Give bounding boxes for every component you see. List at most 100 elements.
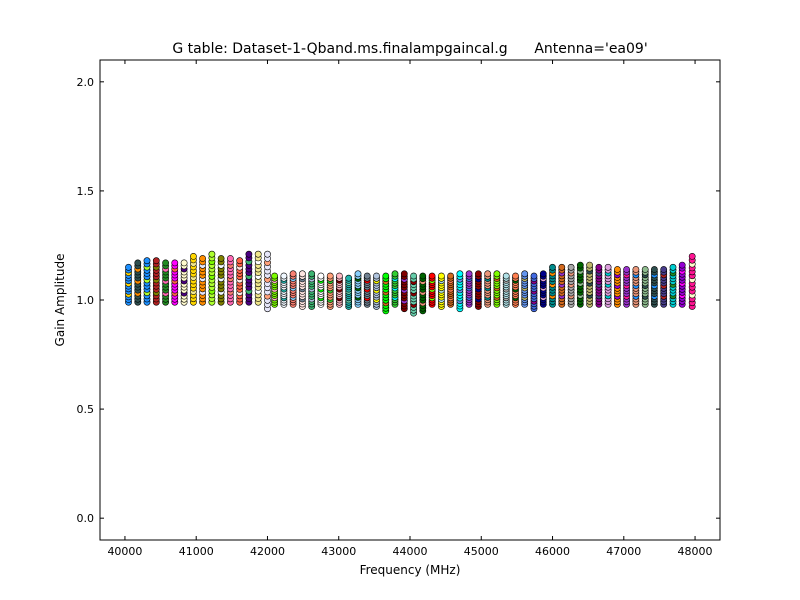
data-point: [354, 270, 362, 278]
plot-area: 40000 41000 42000 43000 44000 45000 46000 47000…: [77, 59, 721, 558]
data-point: [298, 270, 306, 278]
spw-column: [143, 257, 151, 306]
data-point: [447, 272, 454, 280]
spw-column: [271, 272, 278, 308]
spw-column: [254, 250, 262, 306]
spw-column: [298, 270, 306, 310]
spw-column: [493, 270, 501, 308]
data-point: [208, 250, 216, 258]
spw-column: [549, 263, 556, 308]
spw-column: [171, 259, 179, 306]
data-point: [465, 270, 473, 278]
data-point: [317, 272, 325, 280]
data-point: [586, 261, 593, 269]
spw-column: [236, 257, 244, 306]
spw-column: [474, 270, 482, 310]
spw-column: [567, 263, 575, 308]
x-tick-label: 43000: [321, 545, 356, 558]
data-point: [641, 266, 649, 273]
data-point: [335, 272, 343, 280]
spw-column: [512, 272, 519, 308]
spw-column: [521, 270, 529, 308]
spw-column: [456, 270, 464, 313]
data-point: [162, 259, 169, 267]
data-point: [428, 272, 436, 280]
spw-column: [419, 272, 427, 315]
data-point: [493, 270, 501, 278]
data-point: [382, 272, 390, 280]
data-point: [271, 272, 278, 280]
spw-column: [280, 272, 288, 308]
spw-column: [189, 252, 197, 306]
spw-column: [354, 270, 362, 308]
data-point: [576, 261, 584, 269]
spw-column: [391, 270, 399, 308]
data-point: [345, 274, 353, 282]
data-point: [604, 263, 612, 271]
data-point: [651, 266, 658, 273]
y-tick-label: 1.0: [77, 294, 95, 307]
spw-column: [641, 266, 649, 308]
y-tick-label: 0.5: [77, 403, 95, 416]
spw-column: [688, 252, 696, 310]
spw-column: [125, 263, 132, 306]
data-point: [289, 270, 297, 278]
spw-column: [400, 270, 408, 313]
spw-column: [373, 272, 380, 310]
x-tick-label: 44000: [393, 545, 428, 558]
data-point: [632, 266, 640, 273]
data-point: [558, 263, 566, 271]
spw-column: [199, 255, 206, 306]
spw-column: [660, 266, 668, 308]
data-point: [567, 263, 575, 271]
data-point: [669, 263, 677, 271]
data-point: [595, 263, 603, 271]
spw-column: [180, 259, 188, 306]
spw-column: [437, 272, 445, 310]
data-point: [280, 272, 288, 280]
spw-column: [289, 270, 297, 308]
x-tick-label: 40000: [107, 545, 142, 558]
data-point: [614, 266, 621, 273]
spw-column: [539, 270, 547, 308]
spw-column: [484, 270, 492, 308]
y-tick-label: 2.0: [77, 76, 95, 89]
spw-column: [502, 272, 510, 308]
x-tick-label: 41000: [179, 545, 214, 558]
spw-column: [308, 270, 316, 310]
spw-column: [558, 263, 566, 308]
x-tick-label: 48000: [678, 545, 713, 558]
spw-column: [226, 255, 234, 306]
data-point: [245, 250, 253, 258]
data-point: [373, 272, 380, 280]
data-point: [217, 255, 225, 262]
data-point: [326, 272, 334, 280]
data-point: [363, 272, 371, 280]
spw-column: [530, 272, 538, 313]
spw-column: [264, 250, 271, 313]
y-axis-label: Gain Amplitude: [53, 254, 67, 347]
data-point: [456, 270, 464, 278]
data-point: [308, 270, 316, 278]
tick-layer: 40000 41000 42000 43000 44000 45000 46000 47000…: [77, 60, 720, 558]
spw-column: [632, 266, 640, 308]
x-tick-label: 42000: [250, 545, 285, 558]
data-point: [539, 270, 547, 278]
data-point: [391, 270, 399, 278]
y-tick-label: 0.0: [77, 512, 95, 525]
data-point: [254, 250, 262, 258]
data-point: [688, 252, 696, 260]
spw-column: [208, 250, 216, 306]
data-point: [189, 252, 197, 260]
spw-column: [428, 272, 436, 308]
data-point: [474, 270, 482, 278]
spw-column: [345, 274, 353, 310]
data-point: [623, 266, 630, 273]
x-tick-label: 46000: [535, 545, 570, 558]
data-point: [549, 263, 556, 271]
data-point: [437, 272, 445, 280]
data-point: [152, 257, 160, 265]
spw-column: [465, 270, 473, 308]
data-point: [236, 257, 244, 265]
